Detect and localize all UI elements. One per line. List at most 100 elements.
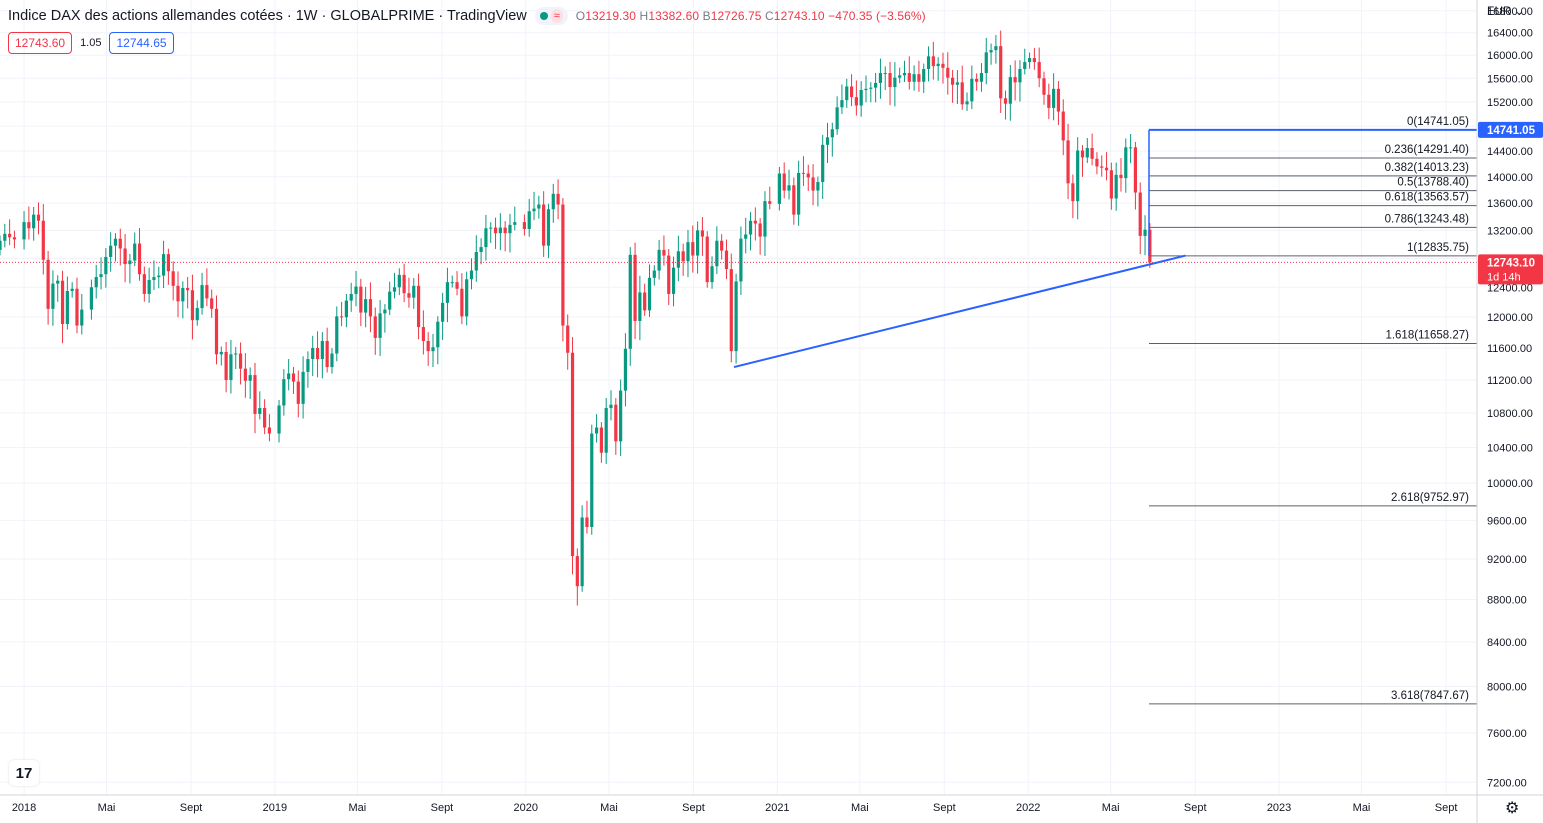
candle-body bbox=[359, 286, 363, 313]
candle-body bbox=[113, 238, 118, 246]
fibonacci-levels[interactable]: 0(14741.05) 0.236(14291.40) 0.382(14013.23… bbox=[1148, 116, 1477, 705]
candle-body bbox=[416, 285, 421, 328]
candle-body bbox=[32, 214, 36, 229]
candle-body bbox=[291, 373, 296, 382]
y-tick-label: 16000.00 bbox=[1487, 50, 1533, 62]
candle-body bbox=[3, 233, 7, 241]
buy-button[interactable]: 12744.65 bbox=[109, 32, 174, 54]
candle-body bbox=[859, 90, 863, 106]
candle-body bbox=[580, 517, 584, 587]
x-tick-label: 2019 bbox=[263, 802, 287, 814]
candle-body bbox=[157, 275, 161, 278]
candle-body bbox=[1047, 94, 1051, 108]
delayed-data-icon: ≈ bbox=[550, 9, 563, 23]
candle-body bbox=[378, 313, 382, 338]
y-tick-label: 11200.00 bbox=[1487, 375, 1532, 387]
candle-body bbox=[287, 373, 291, 380]
candle-body bbox=[960, 82, 964, 105]
fib-level-label: 0(14741.05) bbox=[1407, 116, 1469, 128]
candle-body bbox=[797, 172, 801, 215]
candlestick-series bbox=[0, 30, 1477, 606]
price-badge-label: 12743.10 bbox=[1487, 257, 1535, 269]
candle-body bbox=[652, 270, 656, 278]
fib-level-label: 0.618(13563.57) bbox=[1385, 192, 1470, 204]
candle-body bbox=[190, 290, 195, 321]
candle-body bbox=[277, 405, 281, 434]
candle-body bbox=[335, 316, 339, 354]
candle-body bbox=[902, 73, 907, 76]
candle-body bbox=[965, 101, 969, 105]
chart-grid bbox=[0, 0, 1477, 795]
candle-body bbox=[532, 208, 536, 212]
x-tick-label: 2023 bbox=[1267, 802, 1291, 814]
candle-body bbox=[989, 50, 993, 53]
candle-body bbox=[830, 129, 834, 138]
x-tick-label: Sept bbox=[682, 802, 705, 814]
candle-body bbox=[147, 279, 151, 294]
candle-body bbox=[676, 251, 680, 268]
candle-body bbox=[397, 274, 401, 288]
candle-body bbox=[171, 271, 175, 286]
candle-body bbox=[200, 285, 204, 309]
candle-body bbox=[469, 270, 474, 280]
candle-body bbox=[267, 427, 272, 434]
candle-body bbox=[917, 74, 921, 82]
candle-body bbox=[489, 227, 493, 229]
candle-body bbox=[1095, 158, 1099, 167]
candle-body bbox=[243, 368, 247, 381]
candle-body bbox=[763, 201, 767, 237]
candle-body bbox=[614, 404, 618, 442]
candle-body bbox=[999, 46, 1003, 99]
y-tick-label: 8000.00 bbox=[1487, 681, 1527, 693]
candle-body bbox=[1114, 174, 1118, 199]
candle-body bbox=[970, 78, 974, 102]
candle-body bbox=[633, 254, 637, 321]
candle-body bbox=[258, 408, 262, 414]
candle-body bbox=[1104, 167, 1109, 171]
candle-body bbox=[667, 255, 671, 294]
trendline[interactable] bbox=[733, 254, 1186, 369]
candle-body bbox=[282, 379, 286, 406]
candle-body bbox=[219, 351, 223, 355]
y-tick-label: 10800.00 bbox=[1487, 408, 1533, 420]
fib-level-label: 0.236(14291.40) bbox=[1385, 144, 1470, 156]
candle-body bbox=[493, 227, 498, 234]
candle-body bbox=[710, 266, 714, 283]
candle-body bbox=[1100, 166, 1104, 168]
candle-body bbox=[89, 287, 94, 310]
candle-body bbox=[724, 250, 729, 270]
candle-body bbox=[465, 279, 469, 317]
currency-selector[interactable]: EUR ⌄ bbox=[1487, 4, 1524, 18]
support-trendline[interactable] bbox=[733, 254, 1186, 369]
candle-body bbox=[142, 274, 146, 294]
ohlc-legend: O13219.30 H13382.60 B12726.75 C12743.10 … bbox=[575, 9, 926, 23]
candle-body bbox=[1008, 77, 1012, 104]
x-tick-label: Sept bbox=[1435, 802, 1458, 814]
x-tick-label: Mai bbox=[1353, 802, 1371, 814]
candle-body bbox=[349, 293, 353, 301]
y-tick-label: 12400.00 bbox=[1487, 282, 1533, 294]
candle-body bbox=[296, 381, 300, 404]
candle-body bbox=[623, 348, 628, 391]
symbol-title[interactable]: Indice DAX des actions allemandes cotées… bbox=[8, 8, 527, 24]
candle-body bbox=[984, 52, 988, 74]
y-tick-label: 8400.00 bbox=[1487, 637, 1527, 649]
candle-body bbox=[1061, 111, 1065, 141]
candle-body bbox=[864, 88, 868, 91]
gear-icon[interactable]: ⚙ bbox=[1505, 800, 1520, 817]
candle-body bbox=[46, 259, 50, 309]
candle-body bbox=[556, 193, 560, 205]
status-pill[interactable]: ≈ bbox=[534, 7, 568, 25]
candle-body bbox=[926, 56, 931, 69]
price-badge bbox=[1478, 121, 1543, 138]
candle-body bbox=[8, 233, 12, 238]
candle-body bbox=[700, 230, 705, 237]
candle-body bbox=[705, 236, 709, 283]
tradingview-logo-icon[interactable]: 17 bbox=[9, 760, 39, 786]
candle-body bbox=[840, 100, 844, 108]
sell-button[interactable]: 12743.60 bbox=[8, 32, 73, 54]
candle-body bbox=[195, 308, 199, 321]
candle-body bbox=[979, 73, 984, 82]
